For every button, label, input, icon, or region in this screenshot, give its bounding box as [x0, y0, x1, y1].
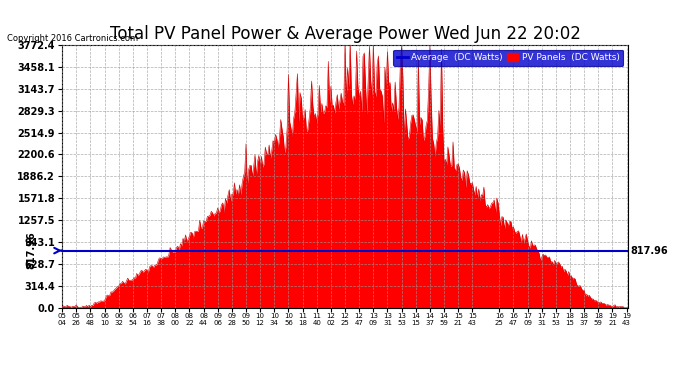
Text: 817.96: 817.96 [26, 232, 36, 269]
Text: Copyright 2016 Cartronics.com: Copyright 2016 Cartronics.com [7, 34, 138, 43]
Legend: Average  (DC Watts), PV Panels  (DC Watts): Average (DC Watts), PV Panels (DC Watts) [393, 50, 623, 66]
Text: 817.96: 817.96 [631, 246, 669, 256]
Title: Total PV Panel Power & Average Power Wed Jun 22 20:02: Total PV Panel Power & Average Power Wed… [110, 26, 580, 44]
